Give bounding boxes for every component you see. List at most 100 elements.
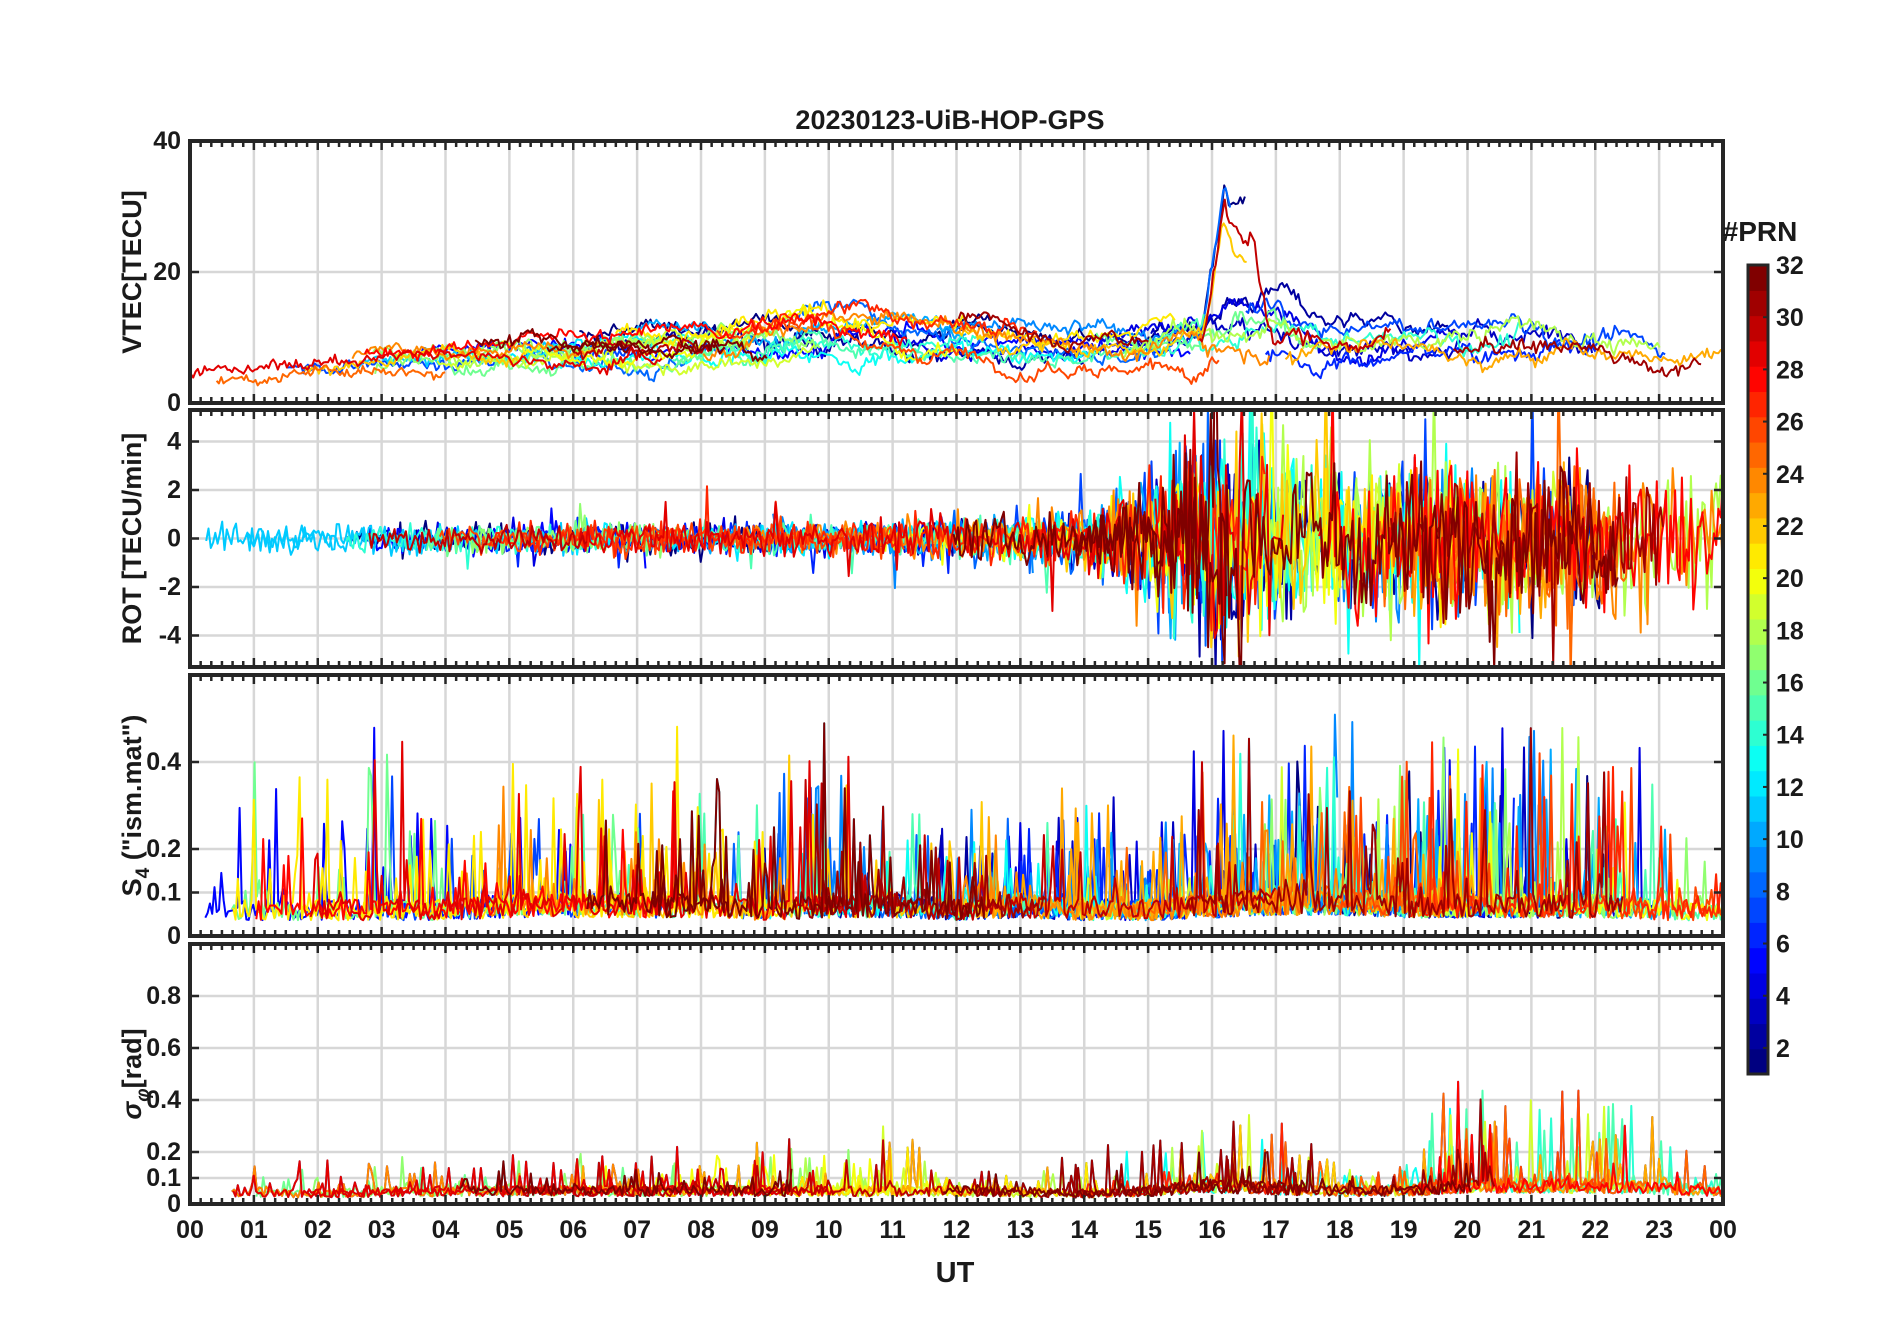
traces	[205, 410, 1723, 667]
trace-prn-29	[190, 346, 663, 379]
trace-prn-32	[1072, 410, 1619, 667]
x-tick-label: 10	[815, 1216, 843, 1244]
colorbar-tick-label: 28	[1776, 356, 1804, 384]
trace-prn-30	[368, 523, 588, 555]
x-tick-label: 02	[304, 1216, 332, 1244]
trace-prn-26	[716, 313, 1220, 385]
x-tick-label: 15	[1134, 1216, 1162, 1244]
y-tick-label: -2	[159, 573, 181, 601]
y-tick-label: 0	[167, 525, 181, 553]
y-tick-label: 0.2	[146, 835, 181, 863]
trace-prn-19	[614, 344, 815, 377]
trace-prn-31	[974, 1098, 1496, 1199]
colorbar-tick-label: 8	[1776, 878, 1790, 906]
grid	[188, 944, 1725, 1206]
colorbar-tick-label: 16	[1776, 670, 1804, 698]
x-tick-label: 13	[1006, 1216, 1034, 1244]
trace-prn-31	[957, 311, 1149, 354]
panel-2: -4 -2 0 2 4 ROT [TECU/min]	[117, 408, 1725, 669]
y-tick-label: 20	[153, 258, 181, 286]
trace-prn-28	[363, 312, 908, 362]
x-tick-label: 05	[495, 1216, 523, 1244]
colorbar-tick-label: 26	[1776, 409, 1804, 437]
trace-prn-24	[231, 1161, 642, 1199]
colorbar-tick-label: 10	[1776, 826, 1804, 854]
trace-prn-32	[649, 722, 985, 921]
colorbar-tick-label: 4	[1776, 983, 1790, 1011]
x-tick-label: 07	[623, 1216, 651, 1244]
y-tick-label: 0.4	[146, 1086, 181, 1114]
colorbar-tick-label: 24	[1776, 461, 1804, 489]
y-tick-label: 0.6	[146, 1034, 181, 1062]
trace-prn-25	[1376, 410, 1606, 630]
chart-title: 20230123-UiB-HOP-GPS	[795, 105, 1104, 135]
y-tick-label: 0.8	[146, 982, 181, 1010]
x-tick-label: 17	[1262, 1216, 1290, 1244]
traces	[204, 713, 1723, 922]
x-tick-label: 06	[559, 1216, 587, 1244]
y-axis-label: ROT [TECU/min]	[117, 433, 147, 644]
trace-prn-32	[952, 453, 1228, 649]
panel-4: 00.10.2 0.4 0.6 0.8 σφ[rad]	[117, 942, 1725, 1218]
x-tick-label: 18	[1326, 1216, 1354, 1244]
x-tick-label: 03	[368, 1216, 396, 1244]
colorbar-tick-label: 30	[1776, 304, 1804, 332]
x-tick-label: 16	[1198, 1216, 1226, 1244]
x-axis-label: UT	[936, 1257, 975, 1289]
trace-prn-27	[488, 485, 1050, 568]
x-tick-label: 20	[1454, 1216, 1482, 1244]
trace-prn-32	[942, 1151, 1472, 1199]
trace-prn-31	[1389, 451, 1664, 667]
x-tick-label: 09	[751, 1216, 779, 1244]
trace-prn-24	[702, 307, 1271, 367]
trace-prn-31	[1452, 335, 1702, 378]
y-axis-label: S4 ("ism.mat")	[117, 715, 154, 897]
trace-prn-32	[546, 334, 768, 362]
x-tick-label: 08	[687, 1216, 715, 1244]
y-axis-label: VTEC[TECU]	[117, 190, 147, 354]
x-tick-label: 11	[879, 1216, 906, 1244]
traces	[231, 1080, 1723, 1199]
colorbar-tick-label: 32	[1776, 252, 1804, 280]
x-tick-label: 01	[240, 1216, 268, 1244]
y-tick-label: 0.4	[146, 748, 181, 776]
x-tick-label: 12	[943, 1216, 971, 1244]
y-tick-label: 4	[167, 428, 181, 456]
y-tick-label: 0.1	[146, 879, 181, 907]
colorbar-frame	[1746, 263, 1770, 1076]
trace-prn-15	[672, 313, 1205, 369]
y-tick-label: 2	[167, 476, 181, 504]
colorbar-tick-label: 18	[1776, 617, 1804, 645]
colorbar-tick-label: 6	[1776, 931, 1790, 959]
trace-prn-32	[586, 819, 732, 919]
y-tick-label: 0	[167, 1190, 181, 1218]
colorbar-tick-label: 14	[1776, 722, 1804, 750]
panel-3: 0 0.1 0.2 0.4S4 ("ism.mat")	[117, 673, 1725, 950]
trace-prn-11	[354, 341, 582, 368]
x-tick-label: 00	[176, 1216, 204, 1244]
traces	[190, 184, 1723, 387]
y-tick-label: -4	[159, 621, 181, 649]
trace-prn-22	[304, 342, 526, 377]
colorbar-tick-label: 2	[1776, 1035, 1790, 1063]
y-axis-label: σφ[rad]	[117, 1028, 154, 1119]
x-tick-label: 23	[1645, 1216, 1673, 1244]
trace-prn-25	[215, 364, 446, 387]
panels: 0 20 40 VTEC[TECU] -4 -2 0 2 4 ROT [TECU/min] 0 0.1…	[117, 127, 1725, 1218]
x-tick-label: 21	[1517, 1216, 1545, 1244]
trace-prn-28	[1317, 410, 1723, 645]
y-tick-label: 0	[167, 922, 181, 950]
trace-prn-32	[459, 1160, 793, 1198]
x-axis: 00 01 02 03 04 05 06 07 08 09 10 11 12 13 14 15 16 17 18 19…	[176, 1216, 1737, 1244]
x-tick-label: 14	[1070, 1216, 1098, 1244]
trace-prn-31	[1186, 727, 1624, 919]
x-tick-label: 19	[1390, 1216, 1418, 1244]
trace-prn-7	[1245, 297, 1666, 359]
trace-prn-6	[1264, 337, 1597, 380]
x-tick-label: 00	[1709, 1216, 1737, 1244]
colorbar-tick-label: 22	[1776, 513, 1804, 541]
y-tick-label: 40	[153, 127, 181, 155]
trace-prn-32	[474, 328, 726, 360]
